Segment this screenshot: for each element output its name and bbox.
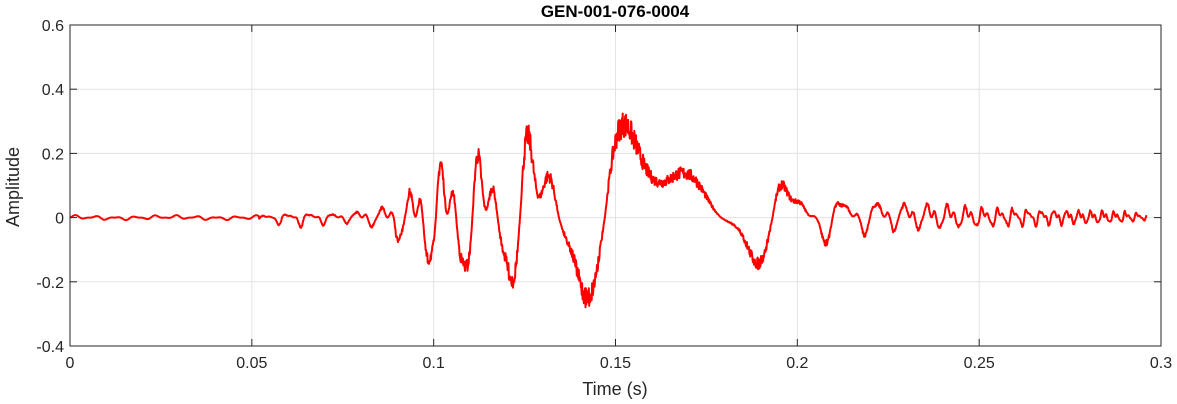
grid-lines: [69, 24, 1162, 347]
waveform-line: [69, 112, 1148, 309]
x-tick-label: 0.05: [236, 355, 267, 372]
x-tick-label: 0: [66, 355, 75, 372]
y-tick-label: 0: [55, 211, 64, 228]
y-tick-label: 0.2: [42, 146, 64, 163]
x-tick-label: 0.15: [600, 355, 631, 372]
y-axis-label: Amplitude: [3, 147, 23, 227]
x-axis-label: Time (s): [582, 379, 647, 399]
y-tick-label: 0.6: [42, 18, 64, 35]
y-tick-label: -0.4: [36, 339, 64, 356]
y-tick-label: 0.4: [42, 82, 64, 99]
x-tick-label: 0.3: [1150, 355, 1172, 372]
tick-labels: 0 0.05 0.1 0.15 0.2 0.25 0.3 -0.4 -0.2 0 0.2 0.4 0.6: [36, 18, 1172, 372]
signal-layer: [69, 112, 1148, 309]
chart-title: GEN-001-076-0004: [541, 2, 690, 21]
y-tick-label: -0.2: [36, 275, 64, 292]
x-tick-label: 0.1: [423, 355, 445, 372]
axes-frame: [69, 24, 1162, 347]
x-tick-label: 0.25: [964, 355, 995, 372]
x-tick-label: 0.2: [786, 355, 808, 372]
